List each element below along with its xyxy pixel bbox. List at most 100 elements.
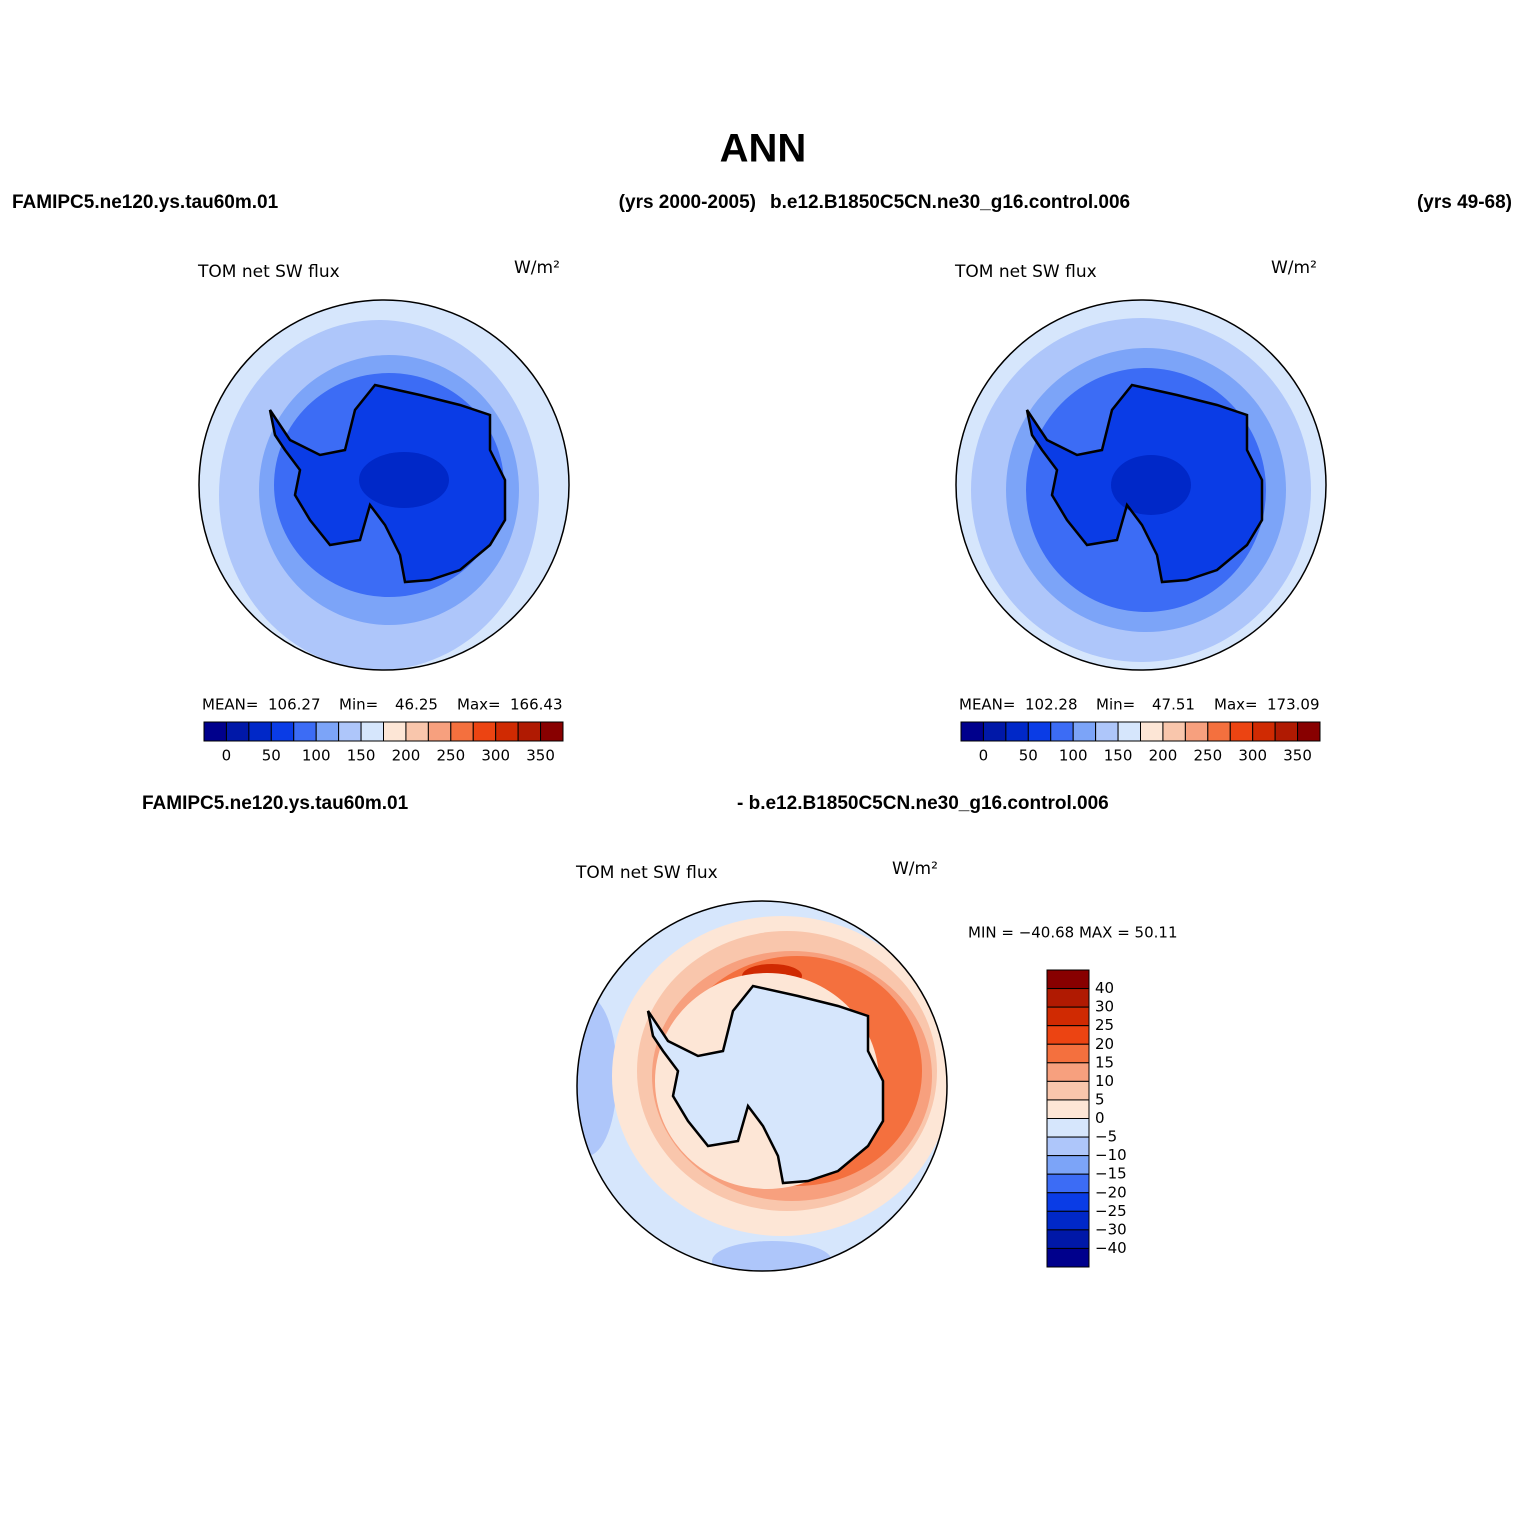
stat-value: 47.51 — [1152, 696, 1195, 714]
colorbar-label: 0 — [1095, 1109, 1105, 1127]
colorbar-box — [1095, 721, 1119, 742]
colorbar-label: 250 — [436, 747, 465, 765]
colorbar-box — [1274, 721, 1299, 742]
colorbar-box — [1046, 1099, 1090, 1119]
colorbar-label: −25 — [1095, 1202, 1127, 1220]
panel-units: W/m² — [1271, 258, 1317, 278]
colorbar-box — [1046, 1210, 1090, 1231]
colorbar-label: 350 — [1283, 747, 1312, 765]
panel-title: TOM net SW flux — [954, 262, 1097, 282]
panel-title: TOM net SW flux — [575, 863, 718, 883]
colorbar-box — [960, 721, 984, 742]
colorbar-box — [1046, 1247, 1090, 1268]
colorbar-box — [405, 721, 429, 742]
stat-label: Min= — [1096, 696, 1135, 714]
colorbar-label: −30 — [1095, 1220, 1127, 1238]
colorbar-box — [1184, 721, 1209, 742]
stat-label: Max= — [457, 696, 501, 714]
colorbar-box — [1046, 1043, 1090, 1064]
stats: MEAN= 106.27 Min= 46.25 Max= 166.43 — [202, 696, 563, 714]
colorbar-box — [540, 721, 564, 742]
colorbar-box — [293, 721, 317, 742]
colorbar-label: −10 — [1095, 1146, 1127, 1164]
colorbar-box — [1046, 1006, 1090, 1027]
colorbar-label: 200 — [1149, 747, 1178, 765]
colorbar-label: 0 — [222, 747, 232, 765]
colorbar-label: 250 — [1193, 747, 1222, 765]
colorbar-box — [1252, 721, 1276, 742]
colorbar-box — [450, 721, 474, 742]
colorbar-box — [1046, 969, 1090, 990]
stat-value: 106.27 — [268, 696, 321, 714]
colorbar-box — [1046, 1229, 1090, 1249]
colorbar-label: 150 — [1104, 747, 1133, 765]
colorbar-box — [1046, 1062, 1090, 1082]
polar-map — [955, 299, 1327, 671]
colorbar-label: 300 — [1238, 747, 1267, 765]
colorbar-label: 50 — [262, 747, 281, 765]
colorbar-label: 100 — [302, 747, 331, 765]
colorbar-label: 25 — [1095, 1016, 1114, 1034]
colorbar-box — [270, 721, 295, 742]
panel-units: W/m² — [514, 258, 560, 278]
stat-label: MEAN= — [202, 696, 258, 714]
colorbar-box — [225, 721, 250, 742]
colorbar-box — [383, 721, 407, 742]
panel-units: W/m² — [892, 859, 938, 879]
colorbar-label: 30 — [1095, 998, 1114, 1016]
colorbar-box — [248, 721, 272, 742]
colorbar-box — [495, 721, 519, 742]
colorbar-label: 350 — [526, 747, 555, 765]
colorbar-box — [1046, 1025, 1090, 1045]
colorbar-box — [1046, 1118, 1090, 1138]
stat-label: MEAN= — [959, 696, 1015, 714]
colorbar-box — [1072, 721, 1097, 742]
colorbar-box — [338, 721, 362, 742]
colorbar-label: −20 — [1095, 1183, 1127, 1201]
colorbar-box — [1297, 721, 1321, 742]
colorbar-label: 5 — [1095, 1090, 1105, 1108]
colorbar-box — [1046, 1192, 1090, 1212]
stat-value: 102.28 — [1025, 696, 1078, 714]
colorbar-label: 50 — [1019, 747, 1038, 765]
stats: MEAN= 102.28 Min= 47.51 Max= 173.09 — [959, 696, 1320, 714]
case-name: FAMIPC5.ne120.ys.tau60m.01 — [12, 192, 279, 213]
colorbar-box — [1027, 721, 1052, 742]
figure-title: ANN — [720, 127, 807, 171]
colorbar-label: −5 — [1095, 1128, 1117, 1146]
case-years: (yrs 2000-2005) — [619, 192, 756, 213]
colorbar-box — [1229, 721, 1254, 742]
colorbar-label: 40 — [1095, 979, 1114, 997]
stat-label: Min= — [339, 696, 378, 714]
colorbar-label: 15 — [1095, 1053, 1114, 1071]
stat-value: 46.25 — [395, 696, 438, 714]
colorbar-box — [472, 721, 497, 742]
colorbar-label: −40 — [1095, 1239, 1127, 1257]
colorbar-label: 150 — [347, 747, 376, 765]
colorbar-box — [360, 721, 384, 742]
stat-label: Max= — [1214, 696, 1258, 714]
colorbar-box — [1140, 721, 1164, 742]
stats: MIN = −40.68 MAX = 50.11 — [968, 924, 1178, 942]
colorbar-box — [517, 721, 542, 742]
colorbar-box — [1046, 988, 1090, 1008]
case-name: b.e12.B1850C5CN.ne30_g16.control.006 — [770, 192, 1130, 213]
colorbar-box — [982, 721, 1007, 742]
colorbar-box — [1046, 1080, 1090, 1101]
colorbar-box — [1117, 721, 1141, 742]
colorbar-box — [1046, 1136, 1090, 1157]
polar-map — [198, 299, 570, 671]
colorbar-label: 300 — [481, 747, 510, 765]
colorbar-box — [1005, 721, 1029, 742]
colorbar-box — [203, 721, 227, 742]
colorbar-box — [1050, 721, 1074, 742]
colorbar-box — [315, 721, 340, 742]
colorbar-label: 200 — [392, 747, 421, 765]
case-years: (yrs 49-68) — [1417, 192, 1512, 213]
colorbar-label: 20 — [1095, 1035, 1114, 1053]
stat-value: 166.43 — [510, 696, 563, 714]
stat-value: 173.09 — [1267, 696, 1320, 714]
colorbar-box — [1046, 1155, 1090, 1175]
colorbar-box — [1162, 721, 1186, 742]
